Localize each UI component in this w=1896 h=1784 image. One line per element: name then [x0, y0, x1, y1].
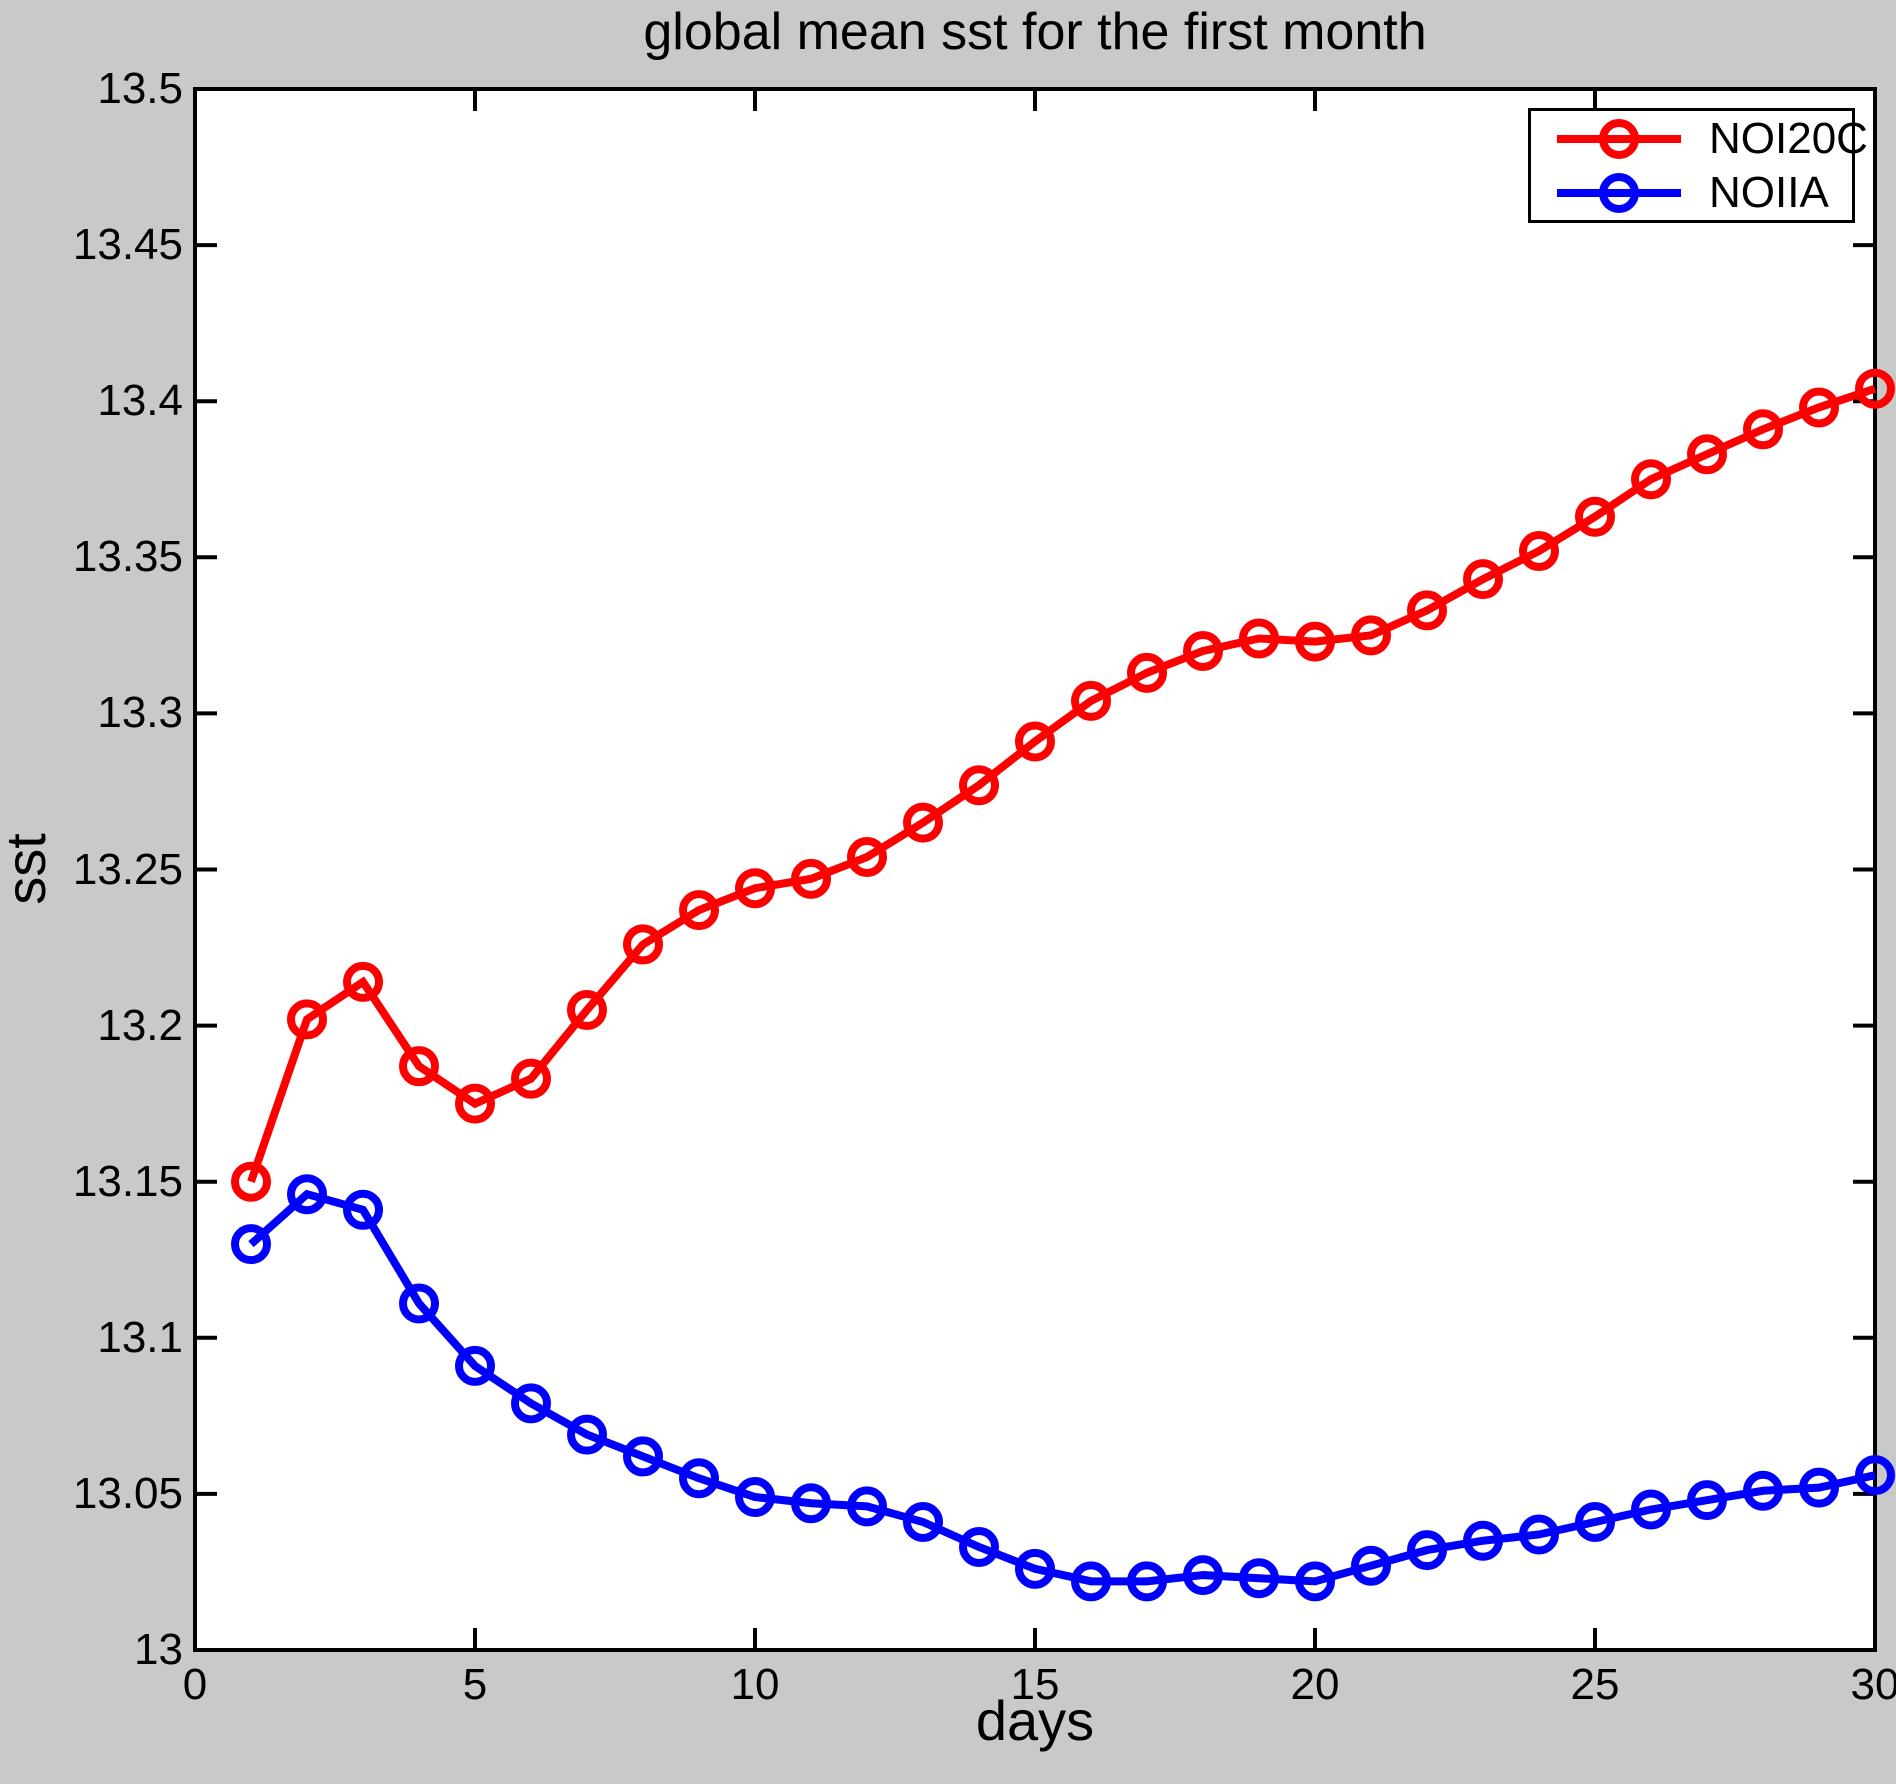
- data-point-marker-noiia: [847, 1486, 887, 1527]
- y-tick-label: 13.4: [97, 376, 183, 426]
- data-point-marker-noiia: [903, 1501, 943, 1542]
- y-tick-label: 13.2: [97, 1000, 183, 1050]
- x-tick-label: 10: [730, 1660, 780, 1709]
- y-tick-label: 13.35: [72, 532, 183, 582]
- data-point-marker-noiia: [1295, 1561, 1335, 1602]
- y-tick-label: 13.15: [72, 1156, 183, 1206]
- data-point-marker-noiia: [623, 1436, 663, 1477]
- data-point-marker-noiia: [791, 1483, 831, 1524]
- data-point-marker-noi20c: [1183, 630, 1223, 671]
- data-point-marker-noi20c: [287, 999, 327, 1040]
- legend-item-noi20c: NOI20C: [1531, 114, 1868, 164]
- data-point-marker-noi20c: [399, 1046, 439, 1087]
- data-point-marker-noiia: [1687, 1480, 1727, 1521]
- data-point-marker-noiia: [1239, 1558, 1279, 1599]
- data-point-marker-noi20c: [1631, 459, 1671, 500]
- data-point-marker-noiia: [399, 1283, 439, 1324]
- data-point-marker-noiia: [1071, 1561, 1111, 1602]
- data-point-marker-noi20c: [1519, 531, 1559, 572]
- x-tick-label: 5: [462, 1660, 488, 1709]
- legend-label-noi20c: NOI20C: [1709, 113, 1868, 163]
- y-tick-label: 13: [134, 1625, 183, 1674]
- x-tick-label: 15: [1010, 1660, 1060, 1709]
- y-tick-label: 13.45: [72, 220, 183, 270]
- data-point-marker-noi20c: [1799, 387, 1839, 428]
- data-point-marker-noiia: [343, 1189, 383, 1230]
- data-point-marker-noiia: [1631, 1489, 1671, 1530]
- axes-box: [193, 87, 1877, 1652]
- data-point-marker-noi20c: [1351, 615, 1391, 656]
- data-point-marker-noiia: [1183, 1555, 1223, 1596]
- data-point-marker-noi20c: [735, 868, 775, 909]
- data-point-marker-noiia: [455, 1345, 495, 1386]
- x-tick-label: 25: [1570, 1660, 1620, 1709]
- data-point-marker-noi20c: [1575, 496, 1615, 537]
- x-tick-label: 30: [1850, 1660, 1896, 1709]
- chart-title: global mean sst for the first month: [643, 3, 1427, 61]
- x-tick-label: 20: [1290, 1660, 1340, 1709]
- data-point-marker-noi20c: [623, 924, 663, 965]
- data-point-marker-noi20c: [1743, 409, 1783, 450]
- data-point-marker-noi20c: [455, 1083, 495, 1124]
- series-line-noi20c: [247, 384, 1877, 1184]
- data-point-marker-noi20c: [1239, 618, 1279, 659]
- data-point-marker-noiia: [1407, 1530, 1447, 1571]
- data-point-marker-noi20c: [1855, 368, 1895, 409]
- data-point-marker-noiia: [1575, 1501, 1615, 1542]
- legend: NOI20C NOIIA: [1528, 108, 1868, 223]
- data-point-marker-noiia: [1015, 1548, 1055, 1589]
- data-point-marker-noi20c: [679, 890, 719, 931]
- y-tick-label: 13.5: [97, 64, 183, 113]
- data-point-marker-noi20c: [1295, 621, 1335, 662]
- data-point-marker-noiia: [1855, 1455, 1895, 1496]
- legend-line-sample-noi20c: [1557, 118, 1681, 159]
- y-axis-label: sst: [0, 833, 57, 905]
- legend-line-sample-noiia: [1557, 172, 1681, 213]
- data-point-marker-noiia: [959, 1526, 999, 1567]
- series-line-noiia: [248, 1189, 1876, 1586]
- data-point-marker-noiia: [287, 1174, 327, 1215]
- y-tick-label: 13.3: [97, 688, 183, 738]
- data-point-marker-noi20c: [1463, 559, 1503, 600]
- data-point-marker-noiia: [1519, 1514, 1559, 1555]
- y-tick-label: 13.1: [97, 1312, 183, 1362]
- data-point-marker-noi20c: [959, 765, 999, 806]
- y-tick-label: 13.05: [72, 1468, 183, 1518]
- data-point-marker-noi20c: [1407, 590, 1447, 631]
- data-point-marker-noi20c: [847, 837, 887, 878]
- data-point-marker-noi20c: [1127, 652, 1167, 693]
- data-point-marker-noi20c: [343, 961, 383, 1002]
- data-point-marker-noiia: [511, 1383, 551, 1424]
- data-point-marker-noiia: [735, 1477, 775, 1518]
- data-point-marker-noiia: [231, 1224, 271, 1265]
- data-point-marker-noiia: [1351, 1545, 1391, 1586]
- y-tick-label: 13.25: [72, 844, 183, 894]
- x-tick-label: 0: [182, 1660, 208, 1709]
- data-point-marker-noiia: [1463, 1520, 1503, 1561]
- data-point-marker-noi20c: [1015, 721, 1055, 762]
- data-point-marker-noi20c: [511, 1058, 551, 1099]
- legend-label-noiia: NOIIA: [1709, 167, 1829, 217]
- data-point-marker-noi20c: [231, 1161, 271, 1202]
- data-point-marker-noi20c: [903, 802, 943, 843]
- data-point-marker-noiia: [1799, 1467, 1839, 1508]
- legend-item-noiia: NOIIA: [1531, 168, 1852, 218]
- x-axis-label: days: [975, 1689, 1095, 1752]
- data-point-marker-noi20c: [791, 858, 831, 899]
- data-point-marker-noi20c: [567, 989, 607, 1030]
- data-point-marker-noiia: [1743, 1470, 1783, 1511]
- data-point-marker-noiia: [567, 1414, 607, 1455]
- data-point-marker-noiia: [1127, 1561, 1167, 1602]
- data-point-marker-noiia: [679, 1458, 719, 1499]
- data-point-marker-noi20c: [1687, 434, 1727, 475]
- data-point-marker-noi20c: [1071, 680, 1111, 721]
